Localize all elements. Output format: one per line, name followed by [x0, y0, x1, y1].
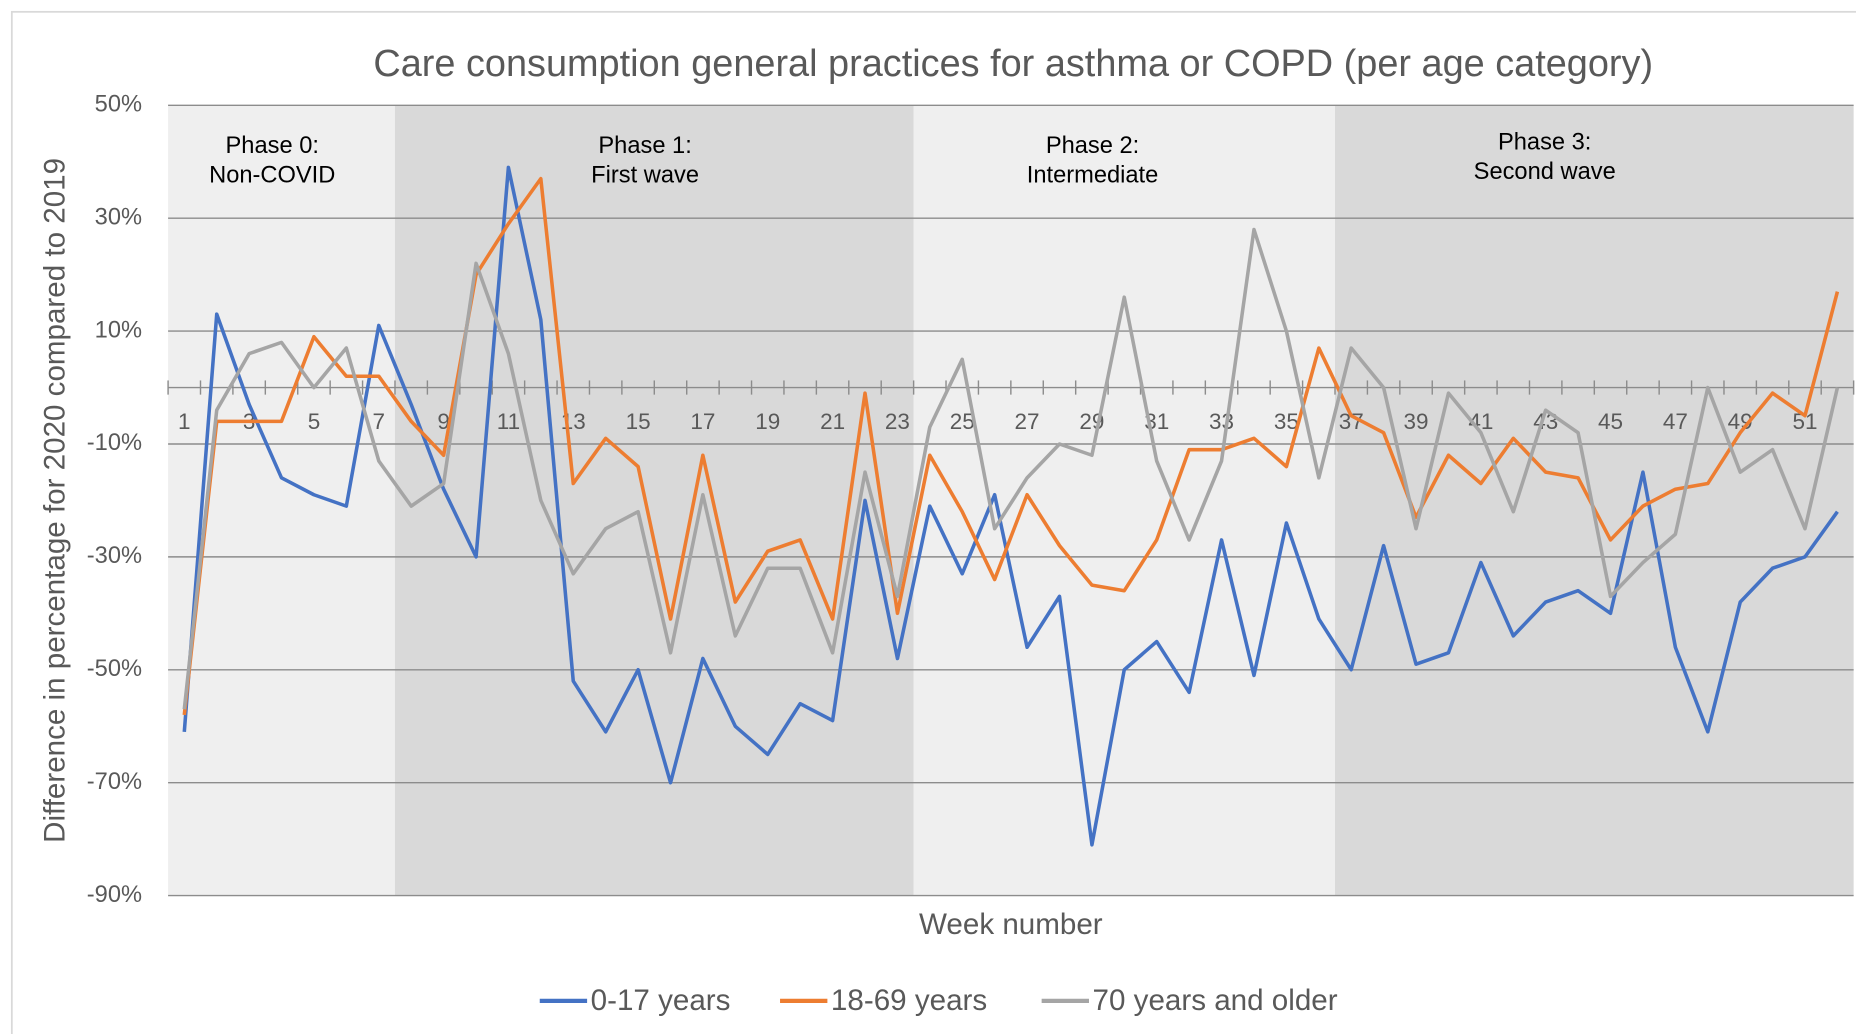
x-tick-label: 45	[1598, 409, 1623, 434]
x-tick-label: 25	[950, 409, 975, 434]
phase-label: Intermediate	[1027, 163, 1159, 189]
legend-label: 0-17 years	[591, 984, 731, 1017]
phase-label: Phase 3:	[1498, 129, 1591, 155]
x-tick-label: 27	[1015, 409, 1040, 434]
y-tick-label: -90%	[87, 882, 142, 908]
x-tick-label: 5	[308, 409, 321, 434]
x-tick-label: 1	[178, 409, 191, 434]
series-line	[182, 227, 1840, 710]
x-tick-label: 17	[690, 409, 715, 434]
y-tick-label: 50%	[95, 92, 142, 118]
phase-band	[913, 105, 1336, 896]
phase-label: Phase 2:	[1046, 133, 1139, 159]
x-tick-label: 23	[885, 409, 910, 434]
phase-label: Second wave	[1474, 159, 1616, 185]
x-tick-label: 47	[1663, 409, 1688, 434]
x-tick-label: 7	[373, 409, 386, 434]
x-tick-label: 15	[626, 409, 651, 434]
phase-band	[394, 105, 914, 896]
y-tick-label: -50%	[87, 656, 142, 682]
y-axis-title: Difference in percentage for 2020 compar…	[39, 158, 72, 843]
phase-label: Non-COVID	[209, 163, 335, 189]
series-line	[182, 165, 1839, 847]
x-axis-title: Week number	[919, 908, 1103, 941]
y-tick-label: -30%	[87, 543, 142, 569]
y-tick-label: -70%	[87, 769, 142, 795]
x-tick-label: 33	[1209, 409, 1234, 434]
x-tick-label: 11	[497, 409, 520, 434]
y-tick-label: -10%	[87, 430, 142, 456]
chart-title: Care consumption general practices for a…	[373, 43, 1653, 85]
legend-label: 70 years and older	[1093, 984, 1338, 1017]
x-tick-label: 19	[755, 409, 780, 434]
legend-label: 18-69 years	[831, 984, 987, 1017]
phase-label: Phase 1:	[598, 133, 691, 159]
y-tick-label: 30%	[95, 204, 142, 230]
x-tick-label: 39	[1404, 409, 1429, 434]
phase-label: First wave	[591, 163, 699, 189]
phase-band	[1335, 105, 1854, 896]
x-tick-label: 9	[437, 409, 450, 434]
y-tick-label: 10%	[95, 317, 142, 343]
x-tick-label: 21	[820, 409, 845, 434]
phase-label: Phase 0:	[226, 133, 319, 159]
